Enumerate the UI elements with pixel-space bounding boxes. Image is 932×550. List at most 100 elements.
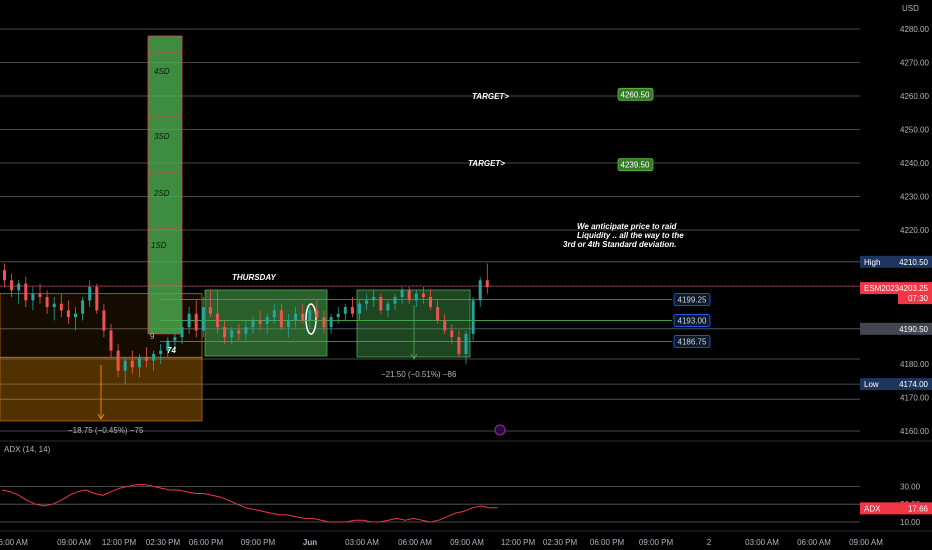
y-tick-label-2: 4180.00: [900, 360, 929, 369]
candle-body-8: [59, 303, 63, 311]
candle-body-23: [166, 340, 170, 351]
sd-label-2: 2SD: [153, 189, 170, 198]
candle-body-51: [365, 300, 369, 304]
candle-body-42: [301, 313, 305, 321]
candle-body-6: [45, 297, 49, 308]
measure-label-2: −21.50 (−0.51%) −86: [381, 370, 457, 379]
candle-body-39: [279, 310, 283, 328]
measure-arrowhead-2: [410, 353, 418, 360]
level-tag-box-1: [673, 314, 711, 327]
current-tag-value: 4190.50: [899, 325, 928, 334]
adx-tick-label-2: 30.00: [900, 482, 921, 491]
high-tag-value: 4210.50: [899, 258, 928, 267]
level-lines: 4199.25 4193.00 4186.75 4260.50 4239.50: [160, 87, 711, 348]
second-box: [356, 289, 471, 358]
target-label-2: TARGET>: [468, 159, 505, 168]
candle-body-54: [386, 303, 390, 311]
candle-body-12: [88, 286, 92, 301]
candle-body-50: [358, 303, 361, 314]
candle-body-14: [102, 310, 106, 331]
x-tick-label-1: 09:00 AM: [57, 538, 91, 547]
target-tag-box-1: [617, 158, 654, 172]
candle-body-60: [429, 297, 432, 308]
candle-body-65: [464, 333, 468, 354]
symbol-tag-bg: [860, 282, 932, 295]
candle-body-24: [173, 337, 177, 341]
candle-body-38: [272, 310, 276, 318]
candle-body-66: [471, 300, 475, 334]
candle-body-18: [130, 360, 134, 368]
grid-lines: [0, 28, 860, 432]
countdown-text: 07:30: [908, 294, 929, 303]
adx-line: [1, 484, 498, 523]
level-tag-box-0: [673, 293, 711, 306]
candle-body-2: [17, 283, 21, 291]
candle-body-28: [201, 307, 205, 331]
candle-body-53: [379, 297, 383, 311]
candle-body-58: [414, 293, 418, 301]
annotation-line-1: We anticipate price to raid: [577, 222, 678, 231]
y-tick-label-1: 4170.00: [900, 394, 929, 403]
candle-body-31: [223, 327, 227, 338]
circle-marker: [305, 303, 317, 335]
candle-body-48: [343, 307, 347, 314]
candle-body-32: [230, 330, 234, 338]
y-tick-label-9: 4250.00: [900, 126, 929, 135]
x-tick-label-17: 09:00 AM: [849, 538, 883, 547]
measure-arrowhead-1: [97, 413, 105, 420]
candle-body-25: [180, 327, 184, 338]
candle-body-13: [95, 286, 99, 311]
candle-body-17: [123, 360, 127, 371]
candle-body-44: [315, 310, 319, 318]
adx-tag-value: 17.66: [908, 504, 929, 513]
candle-body-56: [400, 290, 404, 297]
high-tag-label: High: [864, 258, 880, 267]
x-tick-label-15: 03:00 AM: [745, 538, 779, 547]
candle-body-55: [393, 297, 397, 304]
candle-body-61: [436, 307, 440, 321]
candle-body-33: [237, 330, 241, 334]
candle-body-0: [3, 270, 6, 281]
candle-body-11: [81, 300, 85, 314]
current-tag-bg: [860, 322, 932, 335]
candle-body-19: [137, 357, 141, 368]
candle-body-27: [194, 313, 198, 331]
adx-tick-label-0: 10.00: [900, 518, 921, 527]
target-label-1: TARGET>: [472, 92, 509, 101]
candle-body-22: [159, 350, 163, 354]
x-tick-label-3: 02:30 PM: [146, 538, 181, 547]
candle-body-15: [109, 330, 113, 351]
candles: [3, 263, 506, 436]
candle-body-5: [38, 293, 42, 297]
countdown-bg: [898, 293, 932, 305]
currency-label: USD: [902, 4, 919, 13]
candle-body-9: [66, 310, 70, 318]
x-tick-label-10: 12:00 PM: [501, 538, 536, 547]
sd-label-3: 3SD: [154, 132, 170, 141]
y-tick-label-6: 4220.00: [900, 226, 929, 235]
candle-body-45: [322, 317, 326, 328]
zones: [0, 35, 471, 422]
candle-body-7: [52, 303, 56, 308]
level-tag-text-1: 4193.00: [678, 316, 707, 325]
x-tick-label-7: 03:00 AM: [345, 538, 379, 547]
y-tick-label-0: 4160.00: [900, 427, 929, 436]
candle-body-59: [421, 293, 425, 297]
x-tick-label-11: 02:30 PM: [543, 538, 578, 547]
candle-body-52: [372, 297, 376, 301]
candle-body-57: [407, 290, 411, 301]
y-tick-label-12: 4280.00: [900, 25, 929, 34]
candle-body-62: [443, 320, 447, 331]
candle-body-4: [31, 293, 35, 301]
level-tag-text-2: 4186.75: [678, 337, 707, 346]
x-tick-label-13: 09:00 PM: [639, 538, 674, 547]
annotation-line-2: Liquidity .. all the way to the: [577, 231, 684, 240]
candle-body-26: [187, 313, 191, 328]
y-tick-label-11: 4270.00: [900, 59, 929, 68]
sd-label-4: 4SD: [154, 67, 170, 76]
box-9-label: 9: [150, 332, 155, 341]
level-tag-text-0: 4199.25: [678, 296, 707, 305]
